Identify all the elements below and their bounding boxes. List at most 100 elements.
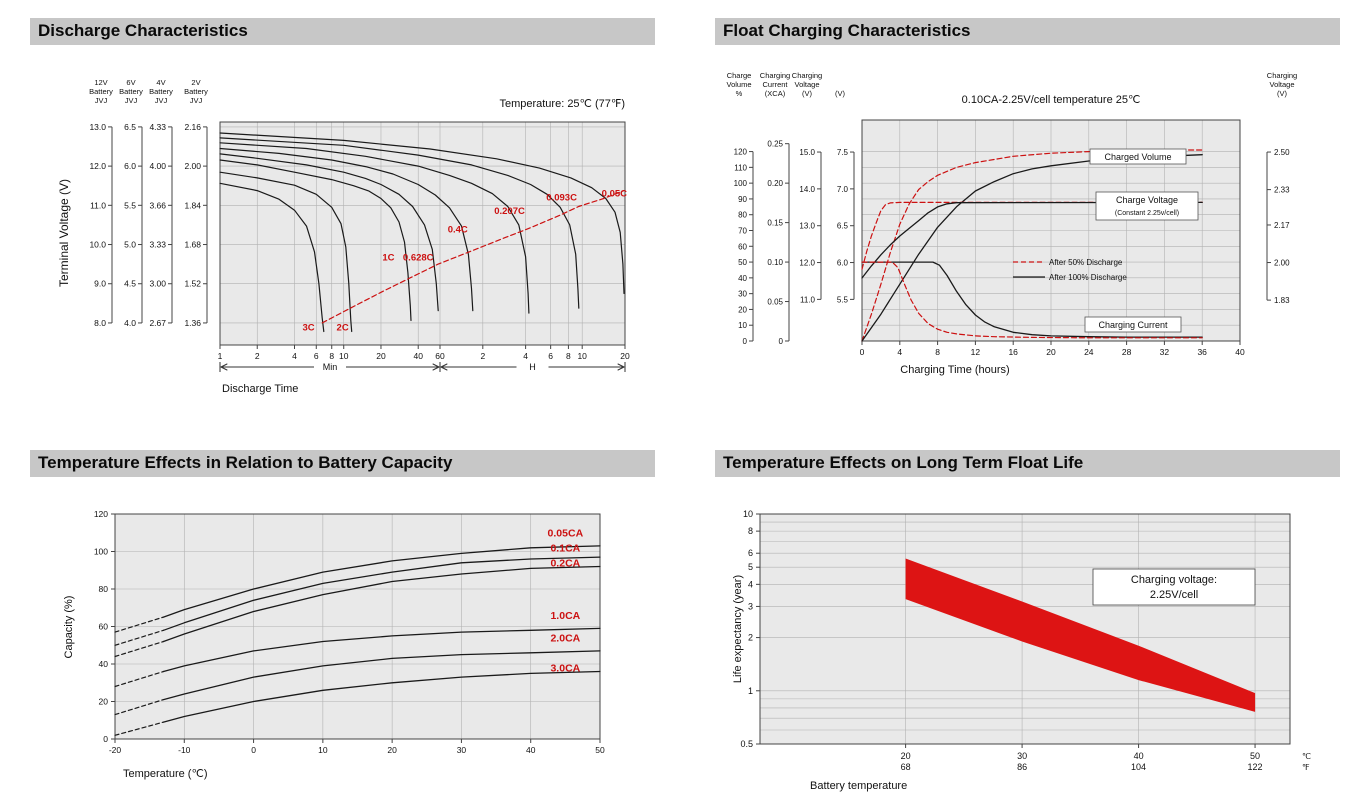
svg-text:Charging: Charging	[792, 71, 822, 80]
svg-text:0.05C: 0.05C	[602, 189, 627, 200]
svg-text:0.25: 0.25	[767, 140, 783, 149]
svg-text:120: 120	[94, 509, 108, 519]
svg-text:20: 20	[387, 745, 397, 755]
svg-text:Battery: Battery	[119, 87, 143, 96]
svg-text:3.66: 3.66	[149, 200, 166, 210]
svg-text:4: 4	[748, 579, 753, 589]
svg-text:122: 122	[1248, 762, 1263, 772]
svg-text:6.5: 6.5	[837, 222, 849, 231]
svg-text:40: 40	[526, 745, 536, 755]
svg-text:1.52: 1.52	[184, 279, 201, 289]
svg-text:13.0: 13.0	[89, 122, 106, 132]
svg-text:0.20: 0.20	[767, 179, 783, 188]
svg-text:86: 86	[1017, 762, 1027, 772]
float-charging-characteristics-chart: 0 4 8 12 16 20 24 28 32 36 40 Charging Time (hours)…	[726, 71, 1297, 376]
svg-text:2.33: 2.33	[1274, 186, 1290, 195]
svg-text:Voltage: Voltage	[1269, 80, 1294, 89]
svg-text:4.33: 4.33	[149, 122, 166, 132]
svg-text:60: 60	[435, 351, 445, 361]
svg-text:12.0: 12.0	[89, 161, 106, 171]
svg-text:0.05CA: 0.05CA	[548, 528, 584, 540]
svg-text:50: 50	[595, 745, 605, 755]
svg-text:5.5: 5.5	[124, 200, 136, 210]
svg-text:Current: Current	[762, 80, 788, 89]
svg-text:Charging Time (hours): Charging Time (hours)	[900, 364, 1009, 376]
svg-text:6.5: 6.5	[124, 122, 136, 132]
svg-text:Charging: Charging	[760, 71, 790, 80]
svg-text:10: 10	[743, 509, 753, 519]
panel-title-float-charging-characteristics: Float Charging Characteristics	[715, 18, 1340, 45]
svg-text:%: %	[736, 89, 743, 98]
svg-text:Voltage: Voltage	[794, 80, 819, 89]
svg-text:2.67: 2.67	[149, 318, 166, 328]
svg-text:Charging voltage:: Charging voltage:	[1131, 574, 1217, 586]
svg-text:1.83: 1.83	[1274, 296, 1290, 305]
svg-text:3.0CA: 3.0CA	[550, 663, 580, 675]
svg-text:4.00: 4.00	[149, 161, 166, 171]
svg-text:10: 10	[577, 351, 587, 361]
discharge-characteristics-chart: 1 2 4 6 8 10 20 40 60 2 4 6 8 10 2012VBatteryJVJ13.012…	[57, 78, 630, 395]
svg-text:20: 20	[901, 751, 911, 761]
svg-text:11.0: 11.0	[90, 200, 106, 210]
svg-text:3C: 3C	[303, 322, 315, 333]
svg-text:2.00: 2.00	[1274, 259, 1290, 268]
panel-float-life: Temperature Effects on Long Term Float L…	[715, 450, 1340, 795]
svg-text:0.093C: 0.093C	[546, 192, 577, 203]
svg-text:7.0: 7.0	[837, 185, 849, 194]
svg-text:0: 0	[779, 337, 784, 346]
svg-text:6V: 6V	[126, 78, 135, 87]
svg-text:2V: 2V	[191, 78, 200, 87]
svg-text:20: 20	[620, 351, 630, 361]
svg-text:JVJ: JVJ	[190, 96, 203, 105]
svg-text:0.2CA: 0.2CA	[550, 558, 580, 570]
svg-text:3.00: 3.00	[149, 279, 166, 289]
svg-text:2.17: 2.17	[1274, 221, 1290, 230]
svg-text:12V: 12V	[94, 78, 107, 87]
panel-title-temperature-capacity: Temperature Effects in Relation to Batte…	[30, 450, 655, 477]
svg-text:2: 2	[255, 351, 260, 361]
svg-text:1: 1	[218, 351, 223, 361]
svg-text:0: 0	[743, 337, 748, 346]
svg-text:20: 20	[738, 305, 747, 314]
svg-text:Battery: Battery	[184, 87, 208, 96]
svg-text:(V): (V)	[1277, 89, 1288, 98]
svg-text:80: 80	[738, 211, 747, 220]
svg-text:Min: Min	[323, 362, 338, 372]
svg-text:H: H	[529, 362, 536, 372]
svg-text:2.50: 2.50	[1274, 148, 1290, 157]
svg-text:2.0CA: 2.0CA	[550, 633, 580, 645]
svg-text:10.0: 10.0	[89, 240, 106, 250]
svg-text:60: 60	[99, 622, 109, 632]
svg-text:70: 70	[738, 227, 747, 236]
svg-text:8: 8	[566, 351, 571, 361]
svg-text:After 100% Discharge: After 100% Discharge	[1049, 273, 1127, 282]
svg-text:Charged Volume: Charged Volume	[1104, 152, 1171, 162]
svg-text:7.5: 7.5	[837, 148, 849, 157]
svg-text:Battery: Battery	[149, 87, 173, 96]
svg-text:0.1CA: 0.1CA	[550, 543, 580, 555]
svg-text:Battery temperature: Battery temperature	[810, 780, 907, 792]
svg-text:30: 30	[1017, 751, 1027, 761]
svg-text:120: 120	[734, 148, 748, 157]
svg-text:(V): (V)	[835, 89, 846, 98]
svg-text:90: 90	[738, 195, 747, 204]
svg-text:4: 4	[897, 347, 902, 357]
svg-text:Charge: Charge	[727, 71, 752, 80]
svg-text:1: 1	[748, 686, 753, 696]
svg-text:8.0: 8.0	[94, 318, 106, 328]
svg-text:Temperature: 25℃ (77℉): Temperature: 25℃ (77℉)	[499, 98, 625, 110]
svg-text:Temperature (℃): Temperature (℃)	[123, 768, 208, 780]
svg-text:8: 8	[935, 347, 940, 357]
svg-text:8: 8	[748, 526, 753, 536]
svg-text:30: 30	[738, 290, 747, 299]
svg-text:50: 50	[1250, 751, 1260, 761]
svg-text:6: 6	[314, 351, 319, 361]
svg-text:1.68: 1.68	[184, 240, 201, 250]
svg-text:0.5: 0.5	[740, 739, 753, 749]
svg-text:16: 16	[1008, 347, 1018, 357]
panel-float-charging-characteristics: Float Charging Characteristics 0 4 8 12 16 20…	[715, 18, 1340, 390]
svg-text:10: 10	[318, 745, 328, 755]
panel-temperature-capacity: Temperature Effects in Relation to Batte…	[30, 450, 655, 789]
svg-text:Battery: Battery	[89, 87, 113, 96]
